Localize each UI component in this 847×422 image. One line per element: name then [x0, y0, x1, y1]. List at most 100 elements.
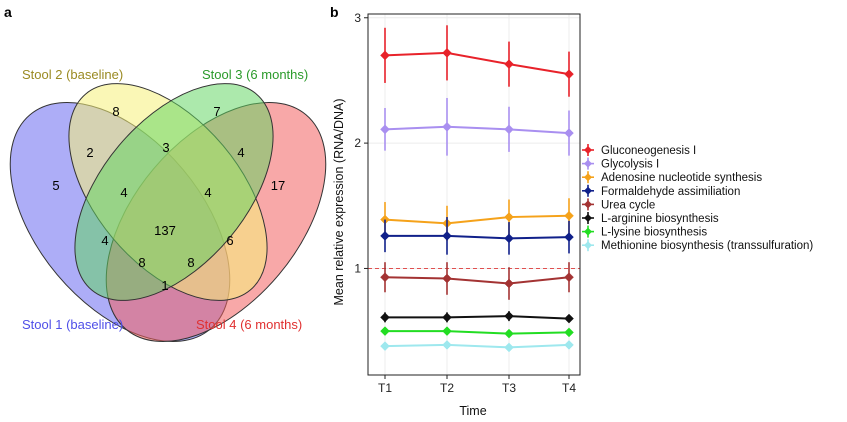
data-point-s2-p3 [504, 124, 514, 135]
data-point-s6-p4 [564, 313, 574, 324]
line-chart-panel: b Mean relative expression (RNA/DNA) Tim… [330, 4, 813, 418]
data-point-s7-p2 [442, 326, 452, 336]
venn-count-s2-s3-s4: 4 [204, 185, 211, 200]
legend-item-1: Gluconeogenesis I [582, 144, 696, 157]
legend-item-5: Urea cycle [582, 198, 655, 211]
venn-label-stool2: Stool 2 (baseline) [22, 67, 123, 82]
venn-count-s3-only: 7 [213, 104, 220, 119]
series-line-1 [384, 51, 570, 76]
legend-swatch-marker-1 [584, 146, 592, 154]
legend-swatch-marker-6 [584, 214, 592, 222]
series-1 [380, 25, 574, 97]
venn-label-stool1: Stool 1 (baseline) [22, 317, 123, 332]
data-point-s7-p4 [564, 327, 574, 338]
y-axis-title: Mean relative expression (RNA/DNA) [332, 98, 346, 305]
venn-count-s2-s4: 6 [226, 233, 233, 248]
venn-set-stool3 [74, 83, 274, 301]
series-line-5 [384, 276, 570, 285]
panel-letter-a: a [4, 4, 12, 20]
data-point-s1-p4 [564, 69, 574, 80]
legend-swatch-marker-8 [584, 241, 592, 250]
data-point-s5-p1 [380, 272, 390, 283]
venn-count-s1-s4: 1 [161, 278, 168, 293]
x-tick-label-1: T1 [378, 381, 392, 395]
venn-count-s4-only: 17 [271, 178, 285, 193]
venn-count-s2-only: 8 [112, 104, 119, 119]
legend-label-3: Adenosine nucleotide synthesis [601, 172, 762, 184]
series-5 [380, 262, 574, 300]
data-point-s3-p4 [564, 210, 574, 221]
legend-swatch-marker-2 [584, 159, 592, 168]
data-point-s8-p1 [380, 341, 390, 352]
data-point-s2-p4 [564, 128, 574, 138]
legend-swatch-marker-7 [584, 227, 592, 236]
series-line-2 [384, 125, 570, 135]
x-tick-label-4: T4 [562, 381, 576, 395]
series-line-8 [384, 343, 570, 349]
legend-swatch-marker-3 [584, 173, 592, 182]
venn-count-s1-only: 5 [52, 178, 59, 193]
data-point-s6-p2 [442, 312, 452, 323]
venn-count-s1-s3: 4 [101, 233, 108, 248]
x-tick-label-3: T3 [502, 381, 516, 395]
legend-item-4: Formaldehyde assimiliation [582, 184, 740, 198]
plot-area: 1 2 3 T1 T2 T3 T4 [354, 11, 581, 395]
data-point-s4-p4 [564, 232, 574, 242]
data-point-s7-p3 [504, 328, 514, 339]
legend-item-8: Methionine biosynthesis (transsulfuratio… [582, 239, 813, 252]
plot-background [368, 14, 580, 375]
panel-letter-b: b [330, 4, 339, 20]
data-point-s7-p1 [380, 326, 390, 336]
venn-count-s1-s3-s4: 8 [138, 255, 145, 270]
venn-label-stool3: Stool 3 (6 months) [202, 67, 308, 82]
legend-label-4: Formaldehyde assimiliation [601, 186, 740, 198]
venn-label-stool4: Stool 4 (6 months) [196, 317, 302, 332]
data-point-s1-p2 [442, 48, 452, 58]
legend-label-8: Methionine biosynthesis (transsulfuratio… [601, 240, 813, 252]
legend-item-2: Glycolysis I [582, 157, 659, 171]
series-8 [380, 340, 574, 353]
series-4 [380, 217, 574, 255]
x-tick-label-2: T2 [440, 381, 454, 395]
data-point-s8-p4 [564, 340, 574, 350]
venn-count-s1-s2: 2 [86, 145, 93, 160]
series-6 [380, 311, 574, 324]
data-point-s8-p3 [504, 342, 514, 353]
data-point-s2-p1 [380, 124, 390, 135]
legend-label-5: Urea cycle [601, 199, 655, 211]
data-point-s4-p2 [442, 231, 452, 241]
data-point-s6-p3 [504, 311, 514, 321]
y-tick-label-3: 3 [354, 11, 361, 25]
legend-label-7: L-lysine biosynthesis [601, 227, 707, 239]
legend-item-6: L-arginine biosynthesis [582, 212, 719, 225]
legend-item-7: L-lysine biosynthesis [582, 225, 707, 239]
x-axis-title: Time [459, 404, 486, 418]
data-point-s6-p1 [380, 312, 390, 323]
venn-count-s1-s2-s4: 8 [187, 255, 194, 270]
data-point-s2-p2 [442, 121, 452, 132]
data-point-s5-p3 [504, 278, 514, 289]
legend-swatch-marker-5 [584, 200, 592, 209]
data-point-s1-p1 [380, 50, 390, 61]
series-line-7 [385, 330, 570, 335]
series-line-4 [385, 234, 570, 240]
legend-item-3: Adenosine nucleotide synthesis [582, 171, 762, 184]
series-line-6 [385, 315, 570, 320]
data-point-s3-p3 [504, 212, 514, 222]
y-tick-label-2: 2 [354, 136, 361, 150]
legend-label-1: Gluconeogenesis I [601, 145, 696, 157]
venn-count-all: 137 [154, 223, 176, 238]
data-point-s8-p2 [442, 340, 452, 350]
data-point-s4-p3 [504, 233, 514, 244]
data-point-s4-p1 [380, 231, 390, 241]
venn-count-s2-s3: 3 [162, 140, 169, 155]
venn-count-s1-s2-s3: 4 [120, 185, 127, 200]
plot-frame [367, 13, 581, 376]
series-line-3 [384, 214, 570, 225]
legend-swatch-marker-4 [584, 186, 592, 195]
data-point-s5-p2 [442, 273, 452, 284]
data-point-s1-p3 [504, 59, 514, 69]
